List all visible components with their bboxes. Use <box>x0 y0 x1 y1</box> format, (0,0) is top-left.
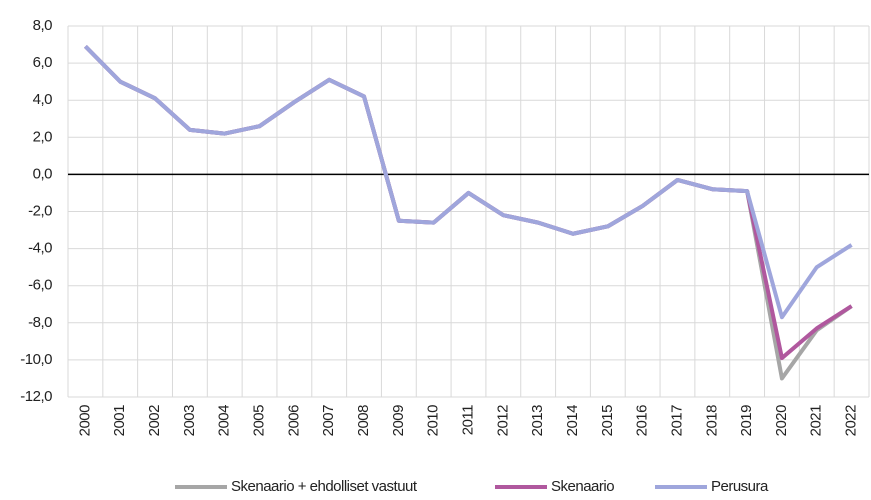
x-tick-label: 2012 <box>494 405 511 437</box>
x-tick-label: 2016 <box>634 405 651 437</box>
x-tick-label: 2009 <box>390 405 407 437</box>
x-tick-label: 2015 <box>599 405 616 437</box>
series-line <box>83 44 853 381</box>
x-tick-label: 2000 <box>76 405 93 437</box>
y-tick-label: -6,0 <box>28 277 52 294</box>
y-tick-label: 0,0 <box>33 165 53 182</box>
x-tick-label: 2003 <box>181 405 198 437</box>
y-tick-label: 4,0 <box>33 91 53 108</box>
x-tick-label: 2019 <box>738 405 755 437</box>
x-tick-label: 2022 <box>843 405 860 437</box>
y-tick-label: -4,0 <box>28 240 52 257</box>
series-line <box>83 44 853 320</box>
legend-label: Skenaario <box>551 478 614 495</box>
y-tick-label: -2,0 <box>28 202 52 219</box>
x-tick-label: 2008 <box>355 405 372 437</box>
x-tick-label: 2020 <box>773 405 790 437</box>
x-tick-label: 2001 <box>111 405 128 437</box>
x-tick-label: 2018 <box>703 405 720 437</box>
x-tick-label: 2014 <box>564 405 581 437</box>
legend-label: Perusura <box>711 478 769 495</box>
x-tick-label: 2006 <box>285 405 302 437</box>
x-tick-label: 2002 <box>146 405 163 437</box>
x-tick-label: 2007 <box>320 405 337 437</box>
y-tick-label: 2,0 <box>33 128 53 145</box>
x-tick-label: 2013 <box>529 405 546 437</box>
series-line <box>83 44 853 361</box>
y-tick-label: -8,0 <box>28 314 52 331</box>
x-tick-label: 2011 <box>459 405 476 435</box>
x-tick-label: 2017 <box>668 405 685 437</box>
x-tick-label: 2004 <box>216 405 233 437</box>
y-tick-label: 8,0 <box>33 17 53 34</box>
y-tick-label: 6,0 <box>33 54 53 71</box>
x-tick-label: 2005 <box>251 405 268 437</box>
legend-label: Skenaario + ehdolliset vastuut <box>231 478 418 495</box>
y-tick-label: -12,0 <box>20 388 52 405</box>
x-tick-label: 2021 <box>808 405 825 437</box>
y-tick-label: -10,0 <box>20 351 52 368</box>
x-tick-label: 2010 <box>425 405 442 437</box>
